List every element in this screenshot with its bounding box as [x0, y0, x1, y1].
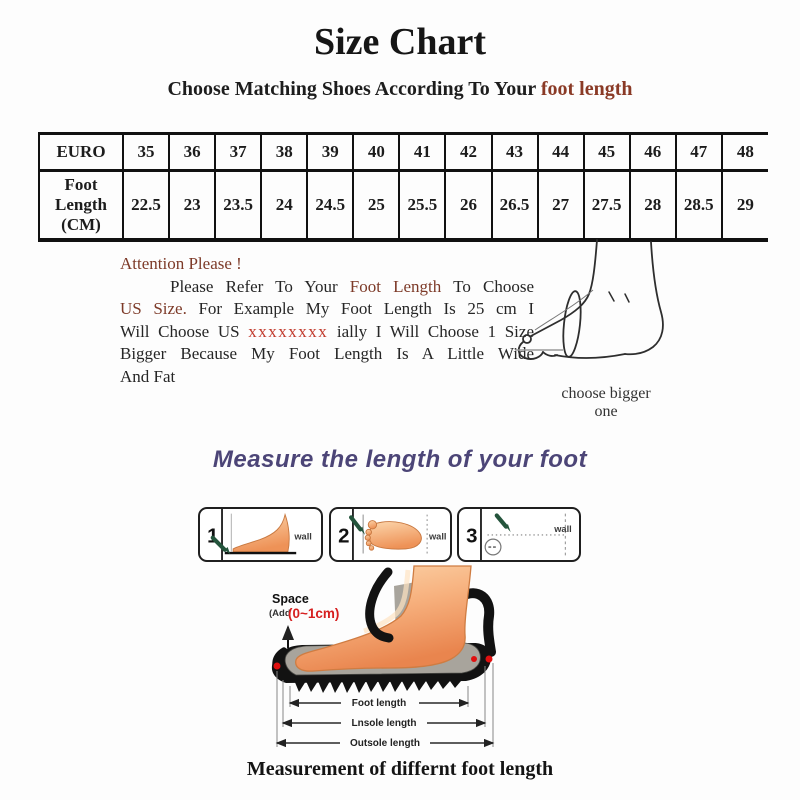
- foot-length-cell: 23: [168, 169, 217, 241]
- instep-line: [534, 289, 594, 331]
- attention-line: Will Choose US xxxxxxxx ially I Will Cho…: [120, 321, 534, 344]
- insole-length-label: Lnsole length: [352, 718, 417, 729]
- euro-size-cell: 41: [398, 132, 447, 172]
- foot-length-cell: 27.5: [582, 169, 631, 241]
- attention-line: US Size. For Example My Foot Length Is 2…: [120, 298, 534, 321]
- step-2-illustration: 2 wall: [338, 509, 447, 560]
- foot-sketch-illustration: [515, 239, 664, 360]
- euro-row-header: EURO: [38, 132, 124, 172]
- pencil-icon: [494, 513, 511, 533]
- foot-length-cell: 26: [444, 169, 493, 241]
- euro-size-cell: 43: [490, 132, 539, 172]
- attention-text: ially I Will Choose 1 Size: [328, 321, 534, 341]
- foot-length-row-header: Foot Length (CM): [38, 169, 124, 241]
- guide-lines: [276, 663, 494, 747]
- attention-text: Please Refer To Your: [170, 276, 350, 296]
- attention-line: Please Refer To Your Foot Length To Choo…: [120, 276, 534, 299]
- size-table: EURO 35 36 37 38 39 40 41 42 43 44 45 46 47 48 Foot L…: [38, 132, 768, 242]
- attention-note: Attention Please ! Please Refer To Your …: [120, 253, 534, 388]
- attention-text-red: xxxxxxxx: [248, 321, 329, 341]
- wall-label: wall: [293, 532, 312, 542]
- space-add-label: (Add: [269, 608, 291, 619]
- foot-shape: [295, 565, 472, 672]
- foot-length-cell: 22.5: [121, 169, 171, 241]
- foot-side-icon: [232, 512, 290, 553]
- space-range-label: (0~1cm): [288, 606, 339, 621]
- foot-length-cell: 25: [352, 169, 401, 241]
- footprint-icon: [364, 520, 422, 551]
- foot-length-cell: 29: [720, 169, 768, 241]
- step-number: 2: [338, 525, 349, 547]
- euro-row: EURO 35 36 37 38 39 40 41 42 43 44 45 46 47 48: [38, 132, 768, 172]
- attention-line: Bigger Because My Foot Length Is A Littl…: [120, 344, 534, 363]
- heel-counter: [457, 588, 496, 657]
- euro-size-cell: 42: [444, 132, 493, 172]
- foot-length-cell: 28: [628, 169, 677, 241]
- foot-length-row: Foot Length (CM) 22.5 23 23.5 24 24.5 25 25.5 2…: [38, 169, 768, 241]
- ankle-collar: [365, 567, 394, 643]
- euro-size-cell: 45: [582, 132, 631, 172]
- wall-label: wall: [553, 524, 572, 534]
- foot-length-cell: 23.5: [214, 169, 263, 241]
- euro-size-cell: 48: [720, 132, 768, 172]
- euro-size-cell: 37: [214, 132, 263, 172]
- subtitle-text: Choose Matching Shoes According To Your: [167, 78, 541, 100]
- space-annotation: Space (Add (0~1cm): [269, 592, 339, 648]
- attention-heading: Attention Please !: [120, 254, 242, 273]
- euro-size-cell: 39: [306, 132, 355, 172]
- bottom-caption: Measurement of differnt foot length: [246, 758, 554, 780]
- measure-step-1: 1 wall: [198, 507, 323, 562]
- attention-text-brown: Foot Length: [349, 276, 442, 296]
- measure-points: [273, 655, 493, 670]
- toe-bumper: [272, 647, 287, 677]
- wall-label: wall: [428, 532, 447, 542]
- euro-size-cell: 35: [121, 132, 171, 172]
- subtitle-highlight: foot length: [540, 78, 633, 100]
- euro-size-cell: 40: [352, 132, 401, 172]
- attention-text: To Choose: [441, 276, 534, 296]
- foot-length-cell: 28.5: [674, 169, 723, 241]
- euro-size-cell: 44: [536, 132, 585, 172]
- foot-length-cell: 27: [536, 169, 585, 241]
- foot-outline: [517, 239, 664, 360]
- shoe-measurement-diagram: Space (Add (0~1cm) Foot length Lnsole le…: [269, 565, 496, 749]
- attention-text-brown: US Size.: [120, 299, 187, 318]
- euro-size-cell: 36: [168, 132, 217, 172]
- attention-text: For Example My Foot Length Is 25 cm I: [186, 299, 534, 318]
- measure-step-2: 2 wall: [329, 507, 452, 562]
- foot-length-cell: 24: [260, 169, 309, 241]
- attention-text: Will Choose US: [120, 321, 249, 341]
- subtitle: Choose Matching Shoes According To Your …: [0, 78, 800, 101]
- step-1-illustration: 1 wall: [207, 509, 312, 560]
- step-number: 3: [466, 525, 477, 547]
- foot-length-cell: 25.5: [398, 169, 447, 241]
- foot-length-cell: 24.5: [306, 169, 355, 241]
- space-label: Space: [272, 592, 309, 606]
- measurement-arrows: Foot length Lnsole length Outsole length: [275, 696, 495, 749]
- attention-line: And Fat: [120, 366, 176, 386]
- pencil-icon: [210, 535, 231, 555]
- step-3-illustration: 3 wall: [466, 509, 572, 560]
- measure-heading: Measure the length of your foot: [212, 446, 588, 473]
- pencil-icon: [349, 515, 365, 535]
- euro-size-cell: 47: [674, 132, 723, 172]
- page-title: Size Chart: [313, 21, 487, 63]
- euro-size-cell: 46: [628, 132, 677, 172]
- coin-icon: [484, 538, 502, 556]
- foot-length-label: Foot length: [352, 698, 406, 709]
- choose-bigger-caption: choose bigger one: [561, 385, 651, 420]
- foot-length-cell: 26.5: [490, 169, 539, 241]
- outsole-length-label: Outsole length: [350, 738, 420, 749]
- measure-step-3: 3 wall: [457, 507, 581, 562]
- euro-size-cell: 38: [260, 132, 309, 172]
